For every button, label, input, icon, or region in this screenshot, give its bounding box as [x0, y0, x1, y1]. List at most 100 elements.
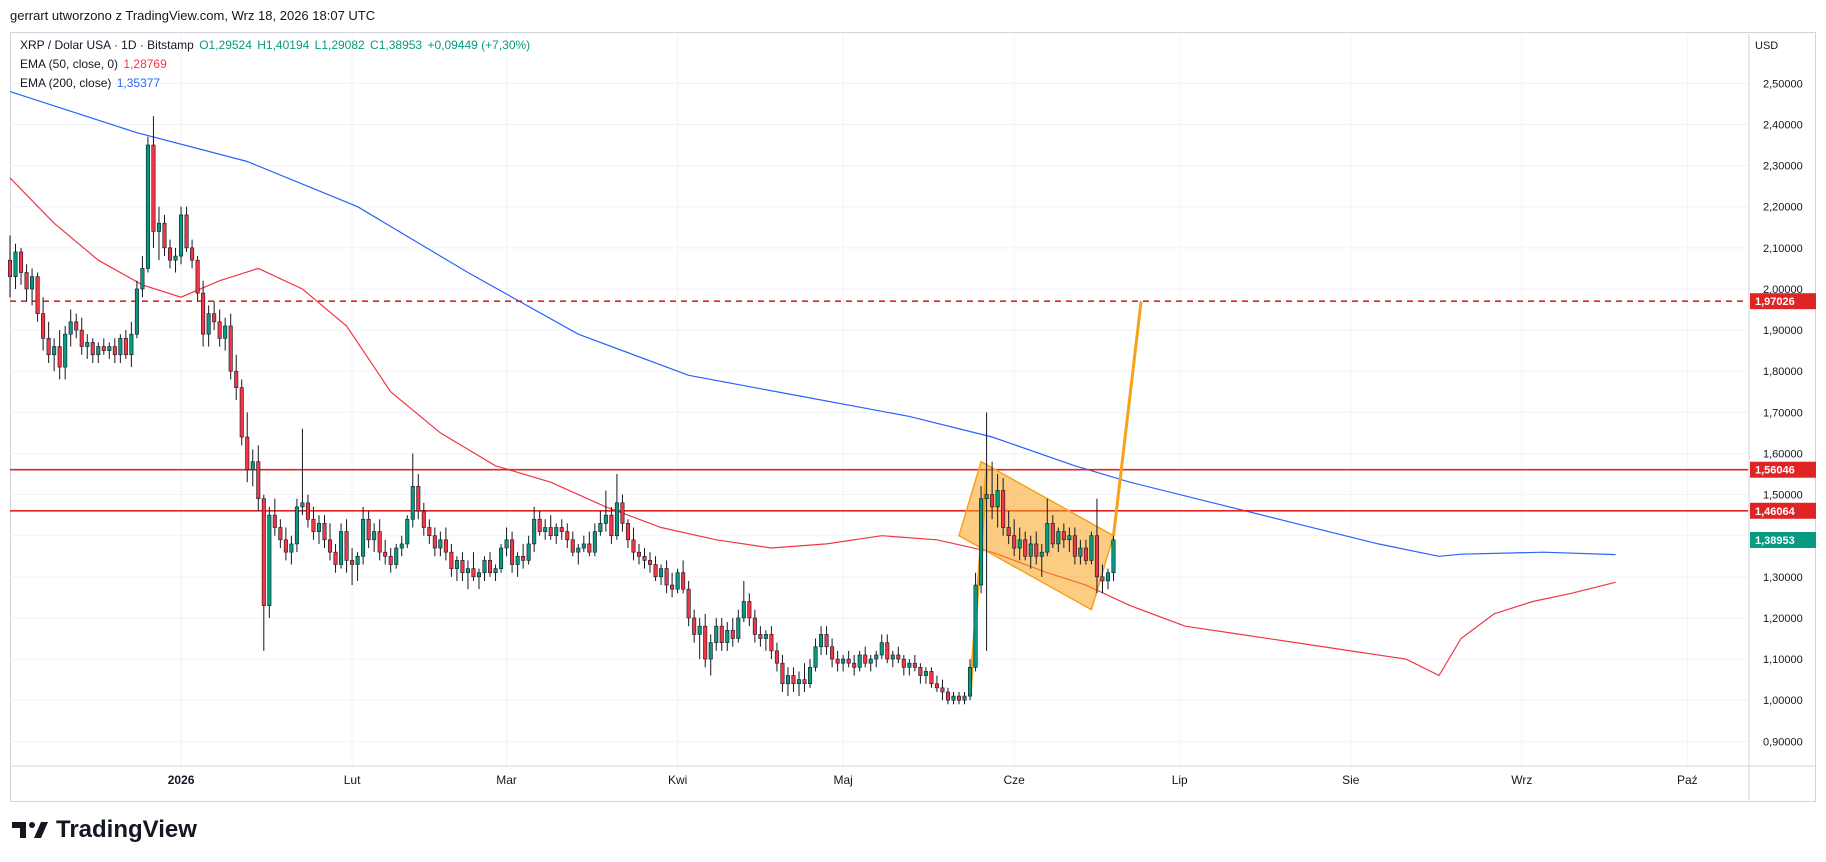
candle-down [427, 519, 432, 544]
candle-up [118, 334, 123, 363]
candle-body [719, 625, 724, 643]
candle-body [173, 255, 178, 261]
candle-body [383, 551, 388, 557]
candle-down [184, 206, 189, 252]
candle-up [543, 519, 548, 540]
candle-body [973, 584, 978, 668]
candle-up [63, 325, 68, 380]
candle-down [956, 691, 962, 705]
candle-down [863, 646, 868, 668]
candle-body [300, 502, 305, 508]
candle-body [1100, 576, 1105, 582]
candle-body [366, 518, 371, 541]
candle-body [328, 539, 333, 553]
candle-body [443, 539, 448, 553]
candle-body [377, 531, 382, 553]
legend-low: L1,29082 [314, 38, 365, 52]
candle-body [190, 247, 195, 261]
level-badge: 1,56046 [1750, 461, 1816, 478]
candle-body [1001, 490, 1006, 528]
candle-down [945, 687, 950, 705]
level-badge-bg [1750, 502, 1816, 519]
candle-down [620, 494, 625, 532]
candle-down [559, 519, 564, 540]
y-tick-label: 1,50000 [1763, 490, 1803, 502]
candle-body [565, 531, 570, 541]
candle-down [758, 626, 763, 647]
candle-body [267, 514, 272, 606]
candle-up [979, 486, 984, 594]
candle-body [664, 568, 669, 586]
candle-up [741, 580, 746, 623]
candle-body [1056, 531, 1061, 545]
candle-body [940, 687, 945, 693]
candle-body [305, 502, 310, 520]
candle-body [741, 601, 746, 619]
candle-up [405, 515, 410, 549]
footer-brand[interactable]: TradingView [12, 816, 197, 844]
candle-up [504, 527, 509, 557]
candle-body [504, 539, 509, 549]
candle-body [625, 523, 630, 541]
candle-down [201, 280, 206, 347]
candle-body [636, 551, 642, 557]
candle-down [311, 506, 316, 540]
candle-up [581, 535, 586, 553]
candle-body [537, 518, 542, 532]
candle-up [399, 535, 404, 557]
candle-down [940, 679, 945, 701]
candle-body [454, 560, 459, 569]
candle-body [421, 510, 426, 528]
candle-body [79, 329, 84, 347]
y-tick-label: 2,30000 [1763, 161, 1803, 173]
candle-down [929, 667, 934, 688]
candle-up [372, 523, 377, 553]
candle-down [752, 609, 757, 643]
candle-up [675, 568, 680, 594]
candle-body [355, 555, 360, 565]
candle-body [471, 568, 476, 578]
candle-up [1017, 527, 1022, 561]
candle-up [173, 247, 178, 273]
candle-body [96, 346, 101, 356]
y-tick-label: 1,30000 [1763, 572, 1803, 584]
candle-up [361, 506, 366, 565]
candle-body [156, 222, 161, 232]
candle-body [179, 214, 184, 257]
candle-body [245, 436, 250, 471]
candle-down [333, 543, 338, 573]
candle-down [934, 675, 939, 692]
candle-body [432, 535, 437, 549]
candle-body [1023, 539, 1028, 557]
candle-body [212, 313, 217, 323]
candle-body [350, 560, 355, 565]
candle-up [355, 552, 360, 581]
candle-body [1083, 547, 1088, 561]
candle-body [692, 617, 697, 635]
candle-body [736, 617, 741, 639]
candle-up [140, 256, 145, 298]
candle-body [532, 518, 537, 545]
x-tick-label: Cze [1004, 773, 1026, 787]
candle-up [134, 280, 139, 339]
currency-selector[interactable]: USD [1755, 40, 1779, 52]
candle-body [874, 654, 879, 660]
candle-body [195, 259, 200, 294]
legend-symbol: XRP / Dolar USA · 1D · Bitstamp [20, 38, 194, 52]
candle-body [995, 490, 1000, 508]
candle-down [57, 330, 62, 380]
legend-main: XRP / Dolar USA · 1D · Bitstamp O1,29524… [20, 38, 532, 52]
candle-body [184, 214, 189, 249]
candle-down [1001, 478, 1006, 536]
candle-down [24, 264, 29, 302]
candle-body [796, 679, 802, 685]
candle-down [234, 354, 239, 400]
candle-body [769, 634, 774, 652]
candle-up [995, 474, 1000, 528]
candle-down [747, 593, 752, 627]
x-tick-label: 2026 [168, 773, 195, 787]
candle-down [521, 543, 526, 569]
candle-body [1017, 539, 1022, 549]
candle-down [802, 663, 807, 692]
price-chart[interactable]: 0,900001,000001,100001,200001,300001,400… [0, 0, 1826, 800]
